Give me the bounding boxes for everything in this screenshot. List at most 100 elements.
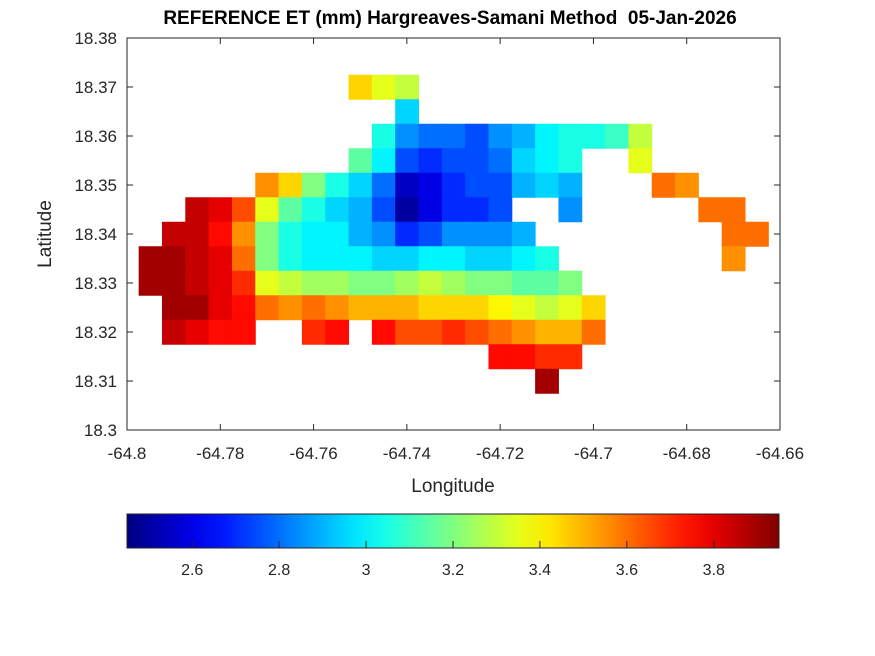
x-tick-label: -64.66	[756, 444, 804, 463]
heatmap-cell	[535, 344, 559, 370]
heatmap-cell	[255, 295, 280, 321]
heatmap-cell	[511, 246, 536, 272]
heatmap-cell	[511, 270, 536, 296]
heatmap-cell	[465, 246, 489, 272]
heatmap-cell	[161, 246, 186, 272]
heatmap-cell	[441, 197, 466, 223]
heatmap-cell	[698, 197, 723, 223]
heatmap-cell	[418, 221, 443, 247]
heatmap-cell	[558, 197, 583, 223]
heatmap-cell	[535, 368, 559, 394]
heatmap-cell	[185, 270, 210, 296]
heatmap-cell	[418, 123, 443, 149]
heatmap-cell	[558, 172, 583, 198]
heatmap-cell	[441, 123, 466, 149]
x-tick-label: -64.74	[383, 444, 431, 463]
heatmap-cell	[581, 295, 606, 321]
heatmap-cell	[301, 172, 326, 198]
heatmap-cell	[301, 246, 326, 272]
heatmap-cell	[371, 246, 396, 272]
y-tick-label: 18.37	[74, 78, 117, 97]
heatmap-cell	[488, 270, 513, 296]
heatmap-cell	[301, 197, 326, 223]
heatmap-cell	[395, 123, 420, 149]
heatmap-cell	[465, 148, 489, 174]
x-tick-label: -64.8	[108, 444, 147, 463]
heatmap-cell	[558, 123, 583, 149]
x-tick-label: -64.7	[574, 444, 613, 463]
heatmap-cell	[278, 221, 303, 247]
heatmap-cell	[441, 172, 466, 198]
heatmap-cell	[161, 221, 186, 247]
heatmap-cell	[371, 148, 396, 174]
heatmap-cell	[138, 246, 163, 272]
y-tick-label: 18.38	[74, 29, 117, 48]
heatmap-cell	[325, 295, 350, 321]
heatmap-cell	[348, 221, 373, 247]
heatmap-cell	[511, 123, 536, 149]
y-tick-label: 18.36	[74, 127, 117, 146]
heatmap-cell	[418, 197, 443, 223]
heatmap-cell	[255, 246, 280, 272]
heatmap-cell	[535, 319, 559, 345]
heatmap-cell	[511, 319, 536, 345]
colorbar-tick-label: 2.6	[181, 562, 203, 579]
heatmap-cell	[511, 295, 536, 321]
heatmap-cell	[395, 148, 420, 174]
heatmap-cell	[208, 295, 233, 321]
heatmap-cell	[558, 148, 583, 174]
heatmap-cell	[418, 319, 443, 345]
heatmap-cell	[161, 270, 186, 296]
heatmap-cell	[371, 270, 396, 296]
heatmap-cell	[161, 319, 186, 345]
heatmap-cell	[488, 123, 513, 149]
chart-title: REFERENCE ET (mm) Hargreaves-Samani Meth…	[163, 8, 737, 29]
heatmap-cell	[511, 221, 536, 247]
heatmap-cell	[418, 295, 443, 321]
heatmap-cell	[395, 270, 420, 296]
heatmap-cell	[418, 148, 443, 174]
heatmap-cell	[348, 295, 373, 321]
heatmap-cell	[395, 74, 420, 100]
heatmap-cell	[488, 197, 513, 223]
heatmap-cell	[581, 123, 606, 149]
heatmap-cell	[185, 246, 210, 272]
heatmap-cell	[441, 221, 466, 247]
heatmap-cell	[348, 246, 373, 272]
heatmap-cell	[395, 172, 420, 198]
heatmap-cell	[465, 123, 489, 149]
heatmap-cell	[208, 221, 233, 247]
heatmap-cell	[441, 319, 466, 345]
heatmap-cell	[651, 172, 676, 198]
heatmap-cell	[255, 270, 280, 296]
x-tick-label: -64.78	[196, 444, 244, 463]
heatmap-cell	[465, 270, 489, 296]
heatmap-cell	[161, 295, 186, 321]
heatmap-cell	[488, 295, 513, 321]
heatmap-cell	[558, 270, 583, 296]
heatmap-cell	[511, 148, 536, 174]
heatmap-cell	[721, 221, 746, 247]
heatmap-cell	[395, 295, 420, 321]
heatmap-cell	[371, 221, 396, 247]
heatmap-cell	[348, 197, 373, 223]
x-tick-label: -64.72	[476, 444, 524, 463]
heatmap-cell	[325, 172, 350, 198]
heatmap-cell	[511, 344, 536, 370]
heatmap-cell	[465, 319, 489, 345]
heatmap-cell	[511, 172, 536, 198]
heatmap-cell	[558, 319, 583, 345]
colorbar-tick-label: 3	[362, 562, 371, 579]
heatmap-cell	[441, 246, 466, 272]
heatmap-cell	[441, 148, 466, 174]
heatmap-cell	[441, 295, 466, 321]
heatmap-cell	[721, 246, 746, 272]
heatmap-cell	[395, 319, 420, 345]
heatmap-cell	[535, 295, 559, 321]
heatmap-cell	[395, 246, 420, 272]
heatmap-cell	[535, 270, 559, 296]
heatmap-cell	[208, 197, 233, 223]
colorbar-tick-label: 3.2	[442, 562, 464, 579]
heatmap-cell	[185, 197, 210, 223]
